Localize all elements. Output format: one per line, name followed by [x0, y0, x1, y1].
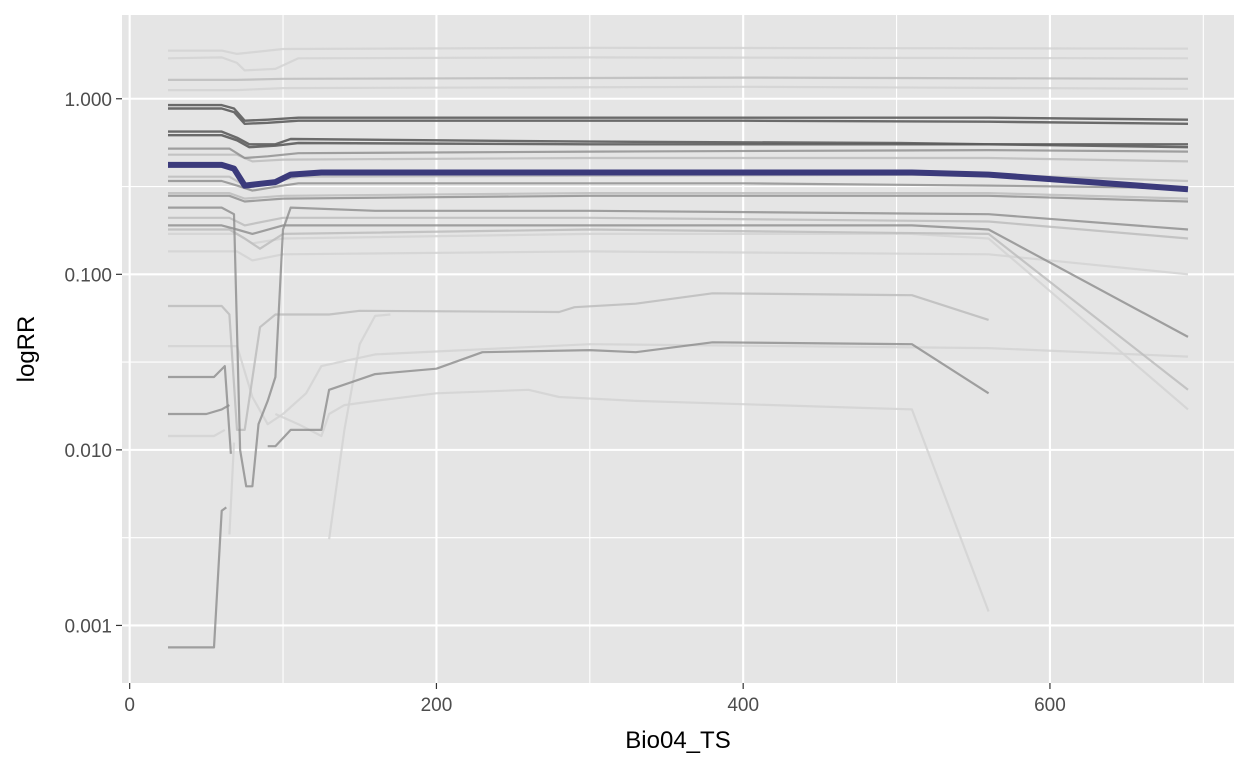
series-line-28	[328, 313, 391, 540]
series-line-7	[168, 134, 1188, 149]
series-line-23	[267, 341, 990, 448]
x-tick-label: 0	[124, 695, 135, 716]
series-line-27	[168, 506, 227, 649]
series-line-17	[168, 228, 1189, 391]
series-line-highlight	[168, 161, 1189, 193]
x-tick-label: 200	[421, 695, 453, 716]
y-axis-title: logRR	[13, 316, 40, 383]
series-line-29	[228, 442, 236, 535]
series-line-1	[167, 56, 1189, 72]
grid-major	[122, 15, 1234, 683]
series-line-19	[168, 250, 1189, 276]
series-line-25	[168, 428, 226, 438]
series-line-11	[168, 179, 1189, 192]
series-line-16	[168, 224, 1189, 338]
series-line-6	[168, 130, 1189, 149]
series-line-20	[168, 292, 989, 431]
x-axis: 0 200 400 600	[124, 683, 1066, 716]
series-line-4	[168, 103, 1189, 122]
y-tick-label: 0.010	[64, 441, 112, 462]
x-axis-title: Bio04_TS	[625, 727, 730, 754]
x-tick-label: 600	[1034, 695, 1066, 716]
series-line-2	[168, 76, 1189, 81]
series-line-9	[168, 153, 1189, 163]
series-line-22	[168, 365, 232, 454]
y-tick-label: 0.001	[64, 616, 112, 637]
y-tick-label: 0.100	[64, 265, 112, 286]
y-axis: 0.001 0.010 0.100 1.000	[64, 90, 122, 637]
series-line-12	[168, 192, 1189, 200]
series-line-8	[168, 147, 1189, 160]
series-line-5	[168, 107, 1189, 125]
series-line-13	[168, 194, 1189, 203]
series-line-0	[168, 46, 1189, 55]
series-line-14	[168, 206, 1189, 488]
series-line-3	[168, 85, 1189, 92]
series-layer	[167, 46, 1189, 649]
series-line-24	[168, 404, 230, 416]
y-tick-label: 1.000	[64, 90, 112, 111]
x-tick-label: 400	[727, 695, 759, 716]
plot-panel	[122, 15, 1234, 683]
series-line-21	[168, 343, 1189, 426]
series-line-15	[168, 216, 1189, 240]
series-line-26	[274, 388, 990, 612]
